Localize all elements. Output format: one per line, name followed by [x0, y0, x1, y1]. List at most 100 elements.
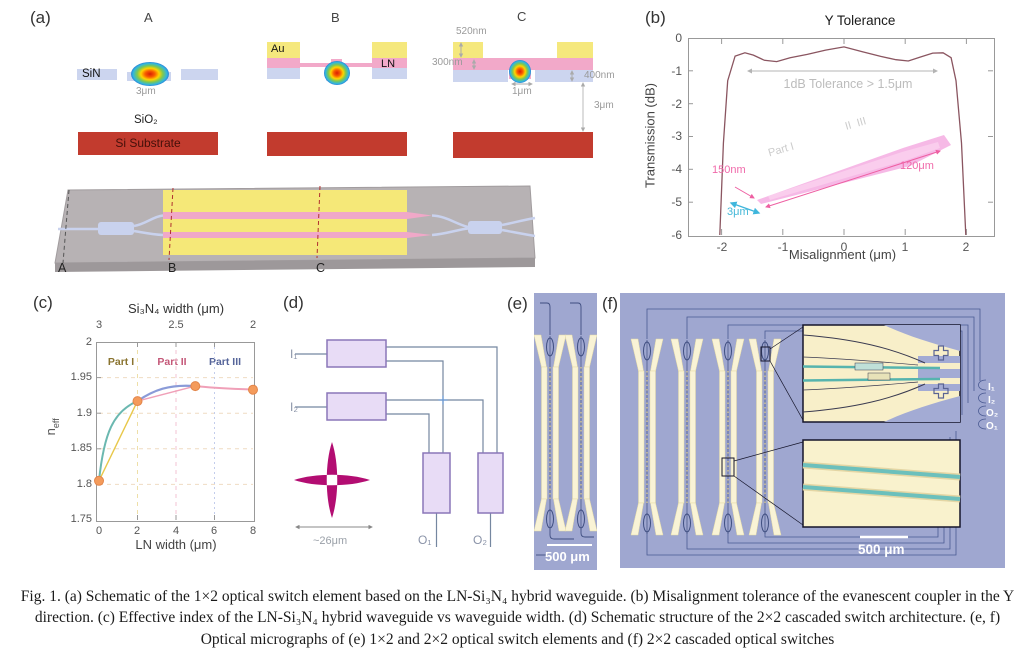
section-c-dimension-arrows — [458, 42, 586, 132]
ridge-width-label: 1μm — [512, 86, 532, 97]
ln-pad-right-b — [372, 58, 407, 68]
buffer-label: 3μm — [594, 100, 614, 111]
chip-mmi-left — [98, 222, 134, 235]
panel-a-label: (a) — [30, 8, 51, 27]
b-ytick: -5 — [671, 195, 682, 209]
b-ylabel: Transmission (dB) — [642, 83, 658, 188]
si-substrate-a: Si Substrate — [78, 132, 218, 155]
ln-label: LN — [381, 58, 396, 70]
d-output-1-label: O₁ — [418, 533, 431, 547]
b-ytick: -4 — [671, 162, 682, 176]
mode-profile-a — [131, 62, 169, 86]
c-region-part2: Part II — [157, 356, 187, 368]
panel-b-plot — [688, 38, 993, 236]
chip-waveguides — [58, 214, 536, 238]
mode-profile-c — [509, 60, 531, 83]
b-ytick: -2 — [671, 97, 682, 111]
f-port-label-i2: I₂ — [988, 395, 995, 406]
c-ylabel-sub: eff — [50, 418, 61, 429]
chip-label-b: B — [168, 261, 176, 275]
c-curve-pink2 — [195, 385, 254, 391]
d-input-2-label: I₂ — [290, 400, 298, 414]
b-xtick: -2 — [716, 240, 728, 254]
sin-right-b — [372, 68, 407, 79]
b-xtick: -1 — [777, 240, 789, 254]
b-transmission-curve — [719, 46, 967, 236]
d-output-2-label: O₂ — [473, 533, 487, 547]
c-ytick: 1.8 — [76, 478, 92, 490]
sin-right-c — [535, 70, 593, 82]
c-ytick: 1.9 — [76, 407, 92, 419]
c-ylabel: neff — [43, 397, 61, 457]
panel-f-drawing: I₁ I₂ O₂ O₁ 500 μm — [630, 308, 998, 557]
panel-f-label: (f) — [602, 294, 619, 313]
panel-d-schematic: I₁ I₂ O₁ O₂ ~26μm — [290, 339, 504, 547]
c-markers — [94, 381, 258, 486]
sin-strip-left — [77, 69, 117, 80]
au-block-right-c — [557, 42, 593, 58]
b-ytick: -3 — [671, 129, 682, 143]
c-region-part3: Part III — [208, 356, 242, 368]
alignment-cross-icon — [933, 383, 949, 399]
d-input-1-label: I₁ — [290, 347, 297, 361]
sin-left-c — [453, 70, 508, 82]
b-xtick: 1 — [901, 240, 909, 254]
si-substrate-c — [453, 132, 593, 158]
b-tolerance-note: 1dB Tolerance > 1.5μm — [783, 77, 913, 91]
ln-pad-left-b — [267, 58, 300, 68]
b-ytick: -6 — [671, 228, 682, 242]
arrow-120um — [765, 149, 941, 209]
section-line-b — [168, 187, 174, 261]
panel-f-micrograph: I₁ I₂ O₂ O₁ 500 μm — [620, 293, 1005, 568]
panel-e-label: (e) — [507, 294, 528, 313]
f-port-hooks — [978, 379, 987, 430]
panel-e-drawing: 500 μm — [534, 302, 597, 564]
panel-e-micrograph: 500 μm — [534, 293, 597, 570]
panel-b-title: Y Tolerance — [824, 13, 896, 28]
c-curve-pink1 — [137, 385, 196, 402]
d-switch-box-4 — [477, 452, 504, 514]
si-substrate-b — [267, 132, 407, 156]
alignment-cross-icon — [933, 345, 949, 361]
chip-label-a: A — [58, 261, 67, 275]
c-ytick: 1.95 — [70, 371, 92, 383]
c-top-tick: 2 — [249, 319, 257, 331]
c-ytick: 1.75 — [70, 513, 92, 525]
f-port-label-i1: I₁ — [988, 382, 995, 393]
c-ytick: 1.85 — [70, 442, 92, 454]
c-xtick: 2 — [133, 525, 141, 537]
sin-label: SiN — [82, 68, 101, 80]
section-b-title: B — [331, 10, 340, 25]
c-xtick: 4 — [172, 525, 180, 537]
mode-profile-b — [324, 61, 350, 85]
b-ann-3um: 3μm — [727, 206, 749, 218]
panel-c-plot — [94, 342, 258, 520]
ln-thickness-label: 300nm — [432, 57, 463, 68]
c-data-point — [248, 384, 258, 395]
b-xtick: 2 — [962, 240, 970, 254]
b-xlabel: Misalignment (μm) — [788, 247, 897, 262]
chip-mmi-right — [468, 221, 502, 234]
f-port-label-o2: O₂ — [986, 408, 998, 419]
d-scale-label: ~26μm — [313, 535, 347, 547]
panel-c-label: (c) — [33, 293, 53, 312]
au-block-right-b — [372, 42, 407, 58]
f-switch-unit-1 — [630, 338, 664, 536]
e-scale-bar-label: 500 μm — [545, 549, 590, 564]
c-xtick: 0 — [95, 525, 103, 537]
b-xtick: 0 — [840, 240, 848, 254]
au-thickness-label: 520nm — [456, 26, 487, 37]
c-top-tick: 2.5 — [168, 319, 184, 331]
c-curve-teal — [98, 400, 138, 481]
c-top-axis-label: Si₃N₄ width (μm) — [127, 301, 225, 316]
c-xtick: 8 — [249, 525, 257, 537]
c-region-part1: Part I — [107, 356, 135, 368]
chip-label-c: C — [316, 261, 325, 275]
b-ytick: 0 — [675, 31, 682, 45]
section-line-a — [62, 189, 70, 264]
c-curve-yellow — [98, 400, 139, 482]
c-data-point — [94, 475, 104, 486]
c-xtick: 6 — [210, 525, 218, 537]
c-data-point — [132, 396, 143, 407]
arrow-3um — [729, 201, 761, 215]
